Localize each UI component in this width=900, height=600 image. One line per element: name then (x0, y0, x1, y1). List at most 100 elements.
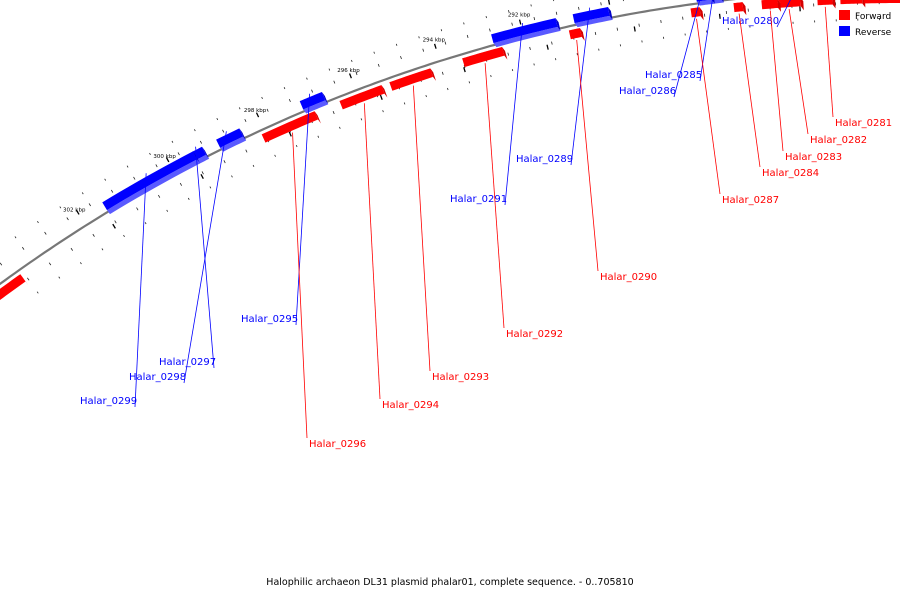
minor-tick (171, 140, 174, 143)
feature-end (321, 91, 329, 105)
gene-feature-halar-0290[interactable] (568, 28, 585, 41)
minor-tick (441, 71, 444, 75)
gene-label-halar-0293[interactable]: Halar_0293 (432, 372, 489, 383)
feature-end (502, 46, 508, 60)
legend-forward-label: Forward (855, 12, 891, 22)
gene-label-halar-0283[interactable]: Halar_0283 (785, 152, 842, 163)
major-tick (379, 94, 383, 100)
gene-label-halar-0284[interactable]: Halar_0284 (762, 168, 819, 179)
gene-feature-partial-left[interactable] (0, 274, 29, 302)
major-tick (200, 173, 204, 180)
feature-face (761, 0, 779, 10)
minor-tick (489, 28, 491, 32)
gene-label-halar-0289[interactable]: Halar_0289 (516, 154, 573, 165)
gene-leader-line (824, 6, 834, 118)
gene-feature-halar-0292[interactable] (462, 46, 508, 68)
minor-tick (79, 262, 82, 265)
gene-label-halar-0287[interactable]: Halar_0287 (722, 195, 779, 206)
gene-feature-halar-0295[interactable] (299, 91, 329, 114)
gene-label-halar-0295[interactable]: Halar_0295 (241, 314, 298, 325)
feature-end (239, 128, 247, 141)
minor-tick (440, 29, 443, 32)
feature-face (299, 91, 326, 110)
major-tick (607, 0, 611, 5)
minor-tick (339, 126, 341, 129)
gene-label-halar-0280[interactable]: Halar_0280 (722, 16, 779, 27)
gene-leader-line (363, 103, 381, 400)
minor-tick (36, 291, 39, 294)
feature-end (20, 274, 29, 286)
gene-feature-partial-right[interactable] (840, 0, 866, 8)
gene-feature-halar-0293[interactable] (389, 68, 437, 91)
minor-tick (490, 74, 492, 78)
tick-label: 296 kbp (337, 68, 360, 74)
gene-label-halar-0285[interactable]: Halar_0285 (645, 70, 702, 81)
legend-forward-swatch (839, 10, 850, 20)
feature-face (462, 46, 505, 68)
gene-label-halar-0299[interactable]: Halar_0299 (80, 396, 137, 407)
gene-feature-halar-0289[interactable] (572, 7, 613, 28)
minor-tick (328, 68, 331, 71)
feature-face (339, 85, 385, 110)
minor-tick (144, 222, 147, 225)
minor-tick (177, 152, 180, 156)
feature-end (742, 2, 747, 16)
minor-tick (209, 186, 212, 189)
feature-face (572, 7, 610, 24)
gene-feature-halar-0299[interactable] (102, 151, 201, 215)
feature-face (0, 274, 26, 301)
minor-tick (266, 108, 269, 112)
feature-end (777, 0, 782, 12)
minor-tick (155, 164, 158, 168)
minor-tick (252, 164, 255, 167)
minor-tick (133, 176, 136, 180)
gene-feature-halar-0287[interactable] (690, 7, 704, 21)
gene-label-halar-0291[interactable]: Halar_0291 (450, 194, 507, 205)
gene-feature-halar-0291[interactable] (491, 18, 561, 48)
minor-tick (447, 87, 449, 91)
gene-leader-line (696, 18, 721, 195)
figure-caption: Halophilic archaeon DL31 plasmid phalar0… (266, 577, 634, 588)
minor-tick (48, 262, 52, 266)
gene-label-halar-0282[interactable]: Halar_0282 (810, 135, 867, 146)
tick-label: 292 kbp (508, 12, 531, 18)
minor-tick (114, 220, 117, 224)
gene-label-halar-0296[interactable]: Halar_0296 (309, 439, 366, 450)
major-tick (75, 209, 80, 215)
feature-end (579, 28, 585, 41)
gene-feature-halar-0283[interactable] (761, 0, 782, 12)
gene-feature-halar-0294[interactable] (339, 85, 388, 110)
feature-end (800, 0, 804, 11)
gene-label-halar-0286[interactable]: Halar_0286 (619, 86, 676, 97)
gene-label-halar-0290[interactable]: Halar_0290 (600, 272, 657, 283)
gene-feature-halar-0296[interactable] (261, 111, 322, 143)
feature-face (491, 18, 558, 44)
minor-tick (231, 175, 233, 178)
gene-feature-partial-right[interactable] (864, 0, 900, 7)
gene-feature-halar-0284[interactable] (733, 2, 747, 16)
gene-label-halar-0292[interactable]: Halar_0292 (506, 329, 563, 340)
gene-leader-line (484, 63, 505, 329)
gene-feature-halar-0298[interactable] (216, 128, 247, 152)
gene-label-halar-0281[interactable]: Halar_0281 (835, 118, 892, 129)
minor-tick (59, 206, 62, 209)
minor-tick (44, 231, 47, 235)
minor-tick (485, 16, 487, 19)
gene-label-halar-0294[interactable]: Halar_0294 (382, 400, 439, 411)
gene-feature-halar-0281[interactable] (817, 0, 836, 9)
minor-tick (555, 11, 558, 15)
feature-side (493, 26, 561, 48)
major-tick (255, 112, 260, 118)
minor-tick (123, 234, 125, 238)
minor-tick (333, 80, 336, 84)
major-tick (633, 26, 636, 32)
gene-label-halar-0298[interactable]: Halar_0298 (129, 372, 186, 383)
minor-tick (306, 77, 308, 80)
minor-tick (58, 276, 61, 279)
gene-leader-line (504, 22, 523, 206)
feature-end (555, 18, 561, 31)
gene-labels: Halar_0280 Halar_0281 Halar_0282 Halar_0283… (80, 0, 892, 450)
minor-tick (295, 144, 298, 148)
minor-tick (238, 107, 241, 110)
gene-leader-line (292, 132, 308, 439)
